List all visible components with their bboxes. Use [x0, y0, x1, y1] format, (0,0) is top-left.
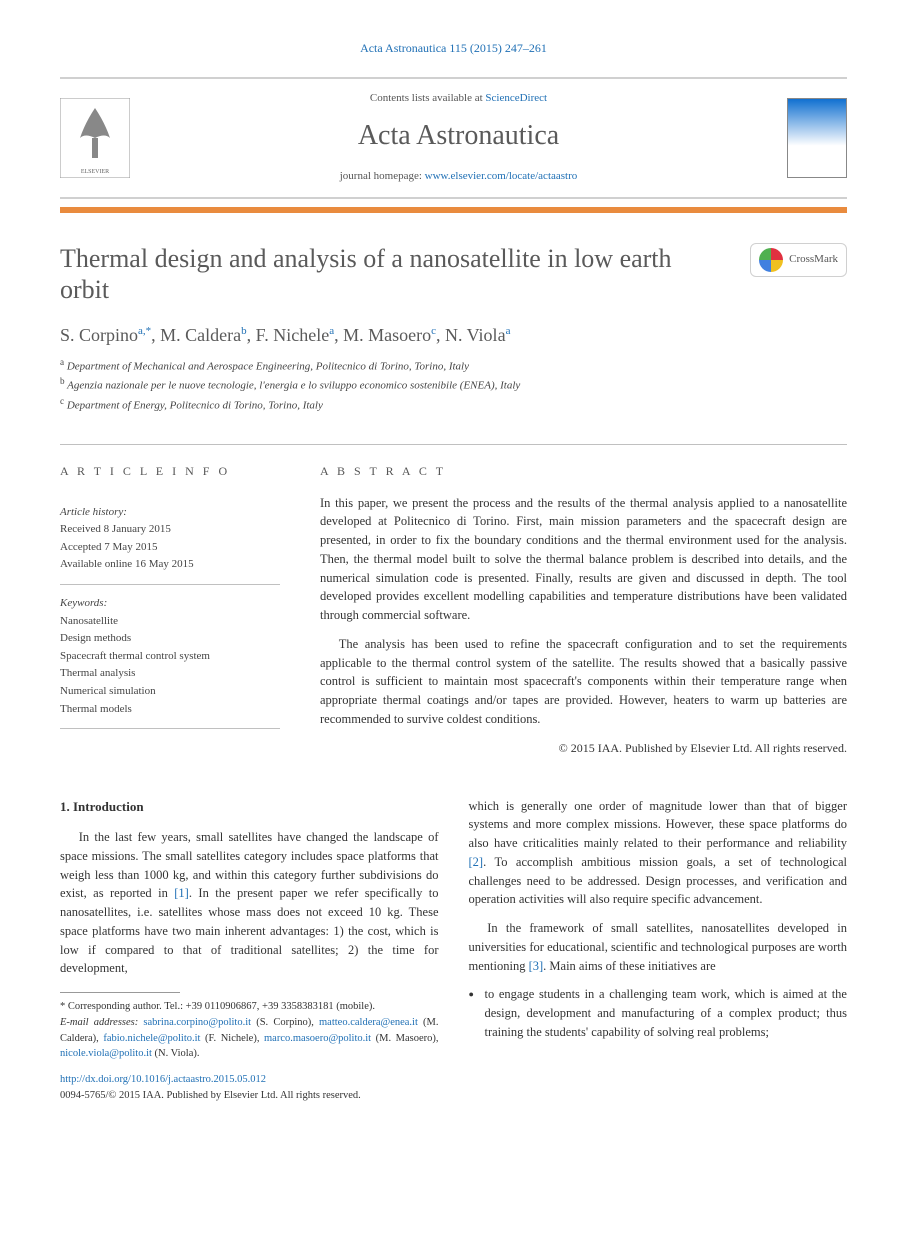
doi-link[interactable]: http://dx.doi.org/10.1016/j.actaastro.20… [60, 1074, 266, 1085]
list-item: to engage students in a challenging team… [469, 985, 848, 1041]
journal-name: Acta Astronautica [150, 116, 767, 155]
email-link[interactable]: fabio.nichele@polito.it [103, 1033, 200, 1044]
intro-p1-cont: which is generally one order of magnitud… [469, 797, 848, 910]
aims-list: to engage students in a challenging team… [469, 985, 848, 1041]
email-link[interactable]: matteo.caldera@enea.it [319, 1017, 418, 1028]
email-link[interactable]: nicole.viola@polito.it [60, 1048, 152, 1059]
paper-title: Thermal design and analysis of a nanosat… [60, 243, 710, 305]
sciencedirect-link[interactable]: ScienceDirect [485, 92, 547, 104]
abstract-p1: In this paper, we present the process an… [320, 494, 847, 625]
email-link[interactable]: marco.masoero@polito.it [264, 1033, 371, 1044]
header-panel: ELSEVIER Contents lists available at Sci… [60, 77, 847, 199]
affiliations: a Department of Mechanical and Aerospace… [60, 356, 847, 413]
abstract-p2: The analysis has been used to refine the… [320, 635, 847, 729]
intro-p2: In the framework of small satellites, na… [469, 919, 848, 975]
svg-text:ELSEVIER: ELSEVIER [81, 169, 109, 175]
abstract-column: A B S T R A C T In this paper, we presen… [320, 463, 847, 757]
doi-block: http://dx.doi.org/10.1016/j.actaastro.20… [60, 1072, 439, 1104]
ref-link[interactable]: [3] [529, 959, 544, 973]
article-info-column: A R T I C L E I N F O Article history: R… [60, 463, 280, 757]
contents-available: Contents lists available at ScienceDirec… [150, 91, 767, 106]
crossmark-icon [759, 248, 783, 272]
top-citation: Acta Astronautica 115 (2015) 247–261 [60, 40, 847, 57]
crossmark-badge[interactable]: CrossMark [750, 243, 847, 277]
ref-link[interactable]: [2] [469, 855, 484, 869]
email-link[interactable]: sabrina.corpino@polito.it [143, 1017, 251, 1028]
abstract-copyright: © 2015 IAA. Published by Elsevier Ltd. A… [320, 739, 847, 757]
section-heading: 1. Introduction [60, 797, 439, 817]
body-right-column: which is generally one order of magnitud… [469, 797, 848, 1104]
elsevier-logo: ELSEVIER [60, 98, 130, 178]
keywords-block: Keywords: NanosatelliteDesign methodsSpa… [60, 585, 280, 729]
corresponding-author: * Corresponding author. Tel.: +39 011090… [60, 999, 439, 1015]
footnote-divider [60, 992, 180, 993]
journal-cover-thumbnail [787, 98, 847, 178]
intro-p1: In the last few years, small satellites … [60, 828, 439, 978]
body-left-column: 1. Introduction In the last few years, s… [60, 797, 439, 1104]
email-addresses: E-mail addresses: sabrina.corpino@polito… [60, 1015, 439, 1062]
orange-divider [60, 207, 847, 213]
homepage-link[interactable]: www.elsevier.com/locate/actaastro [425, 170, 578, 182]
journal-homepage: journal homepage: www.elsevier.com/locat… [150, 169, 767, 184]
article-info-label: A R T I C L E I N F O [60, 463, 280, 480]
article-history: Article history: Received 8 January 2015… [60, 494, 280, 585]
footnotes: * Corresponding author. Tel.: +39 011090… [60, 999, 439, 1062]
ref-link[interactable]: [1] [174, 886, 189, 900]
abstract-label: A B S T R A C T [320, 463, 847, 480]
authors-line: S. Corpinoa,*, M. Calderab, F. Nichelea,… [60, 323, 847, 348]
